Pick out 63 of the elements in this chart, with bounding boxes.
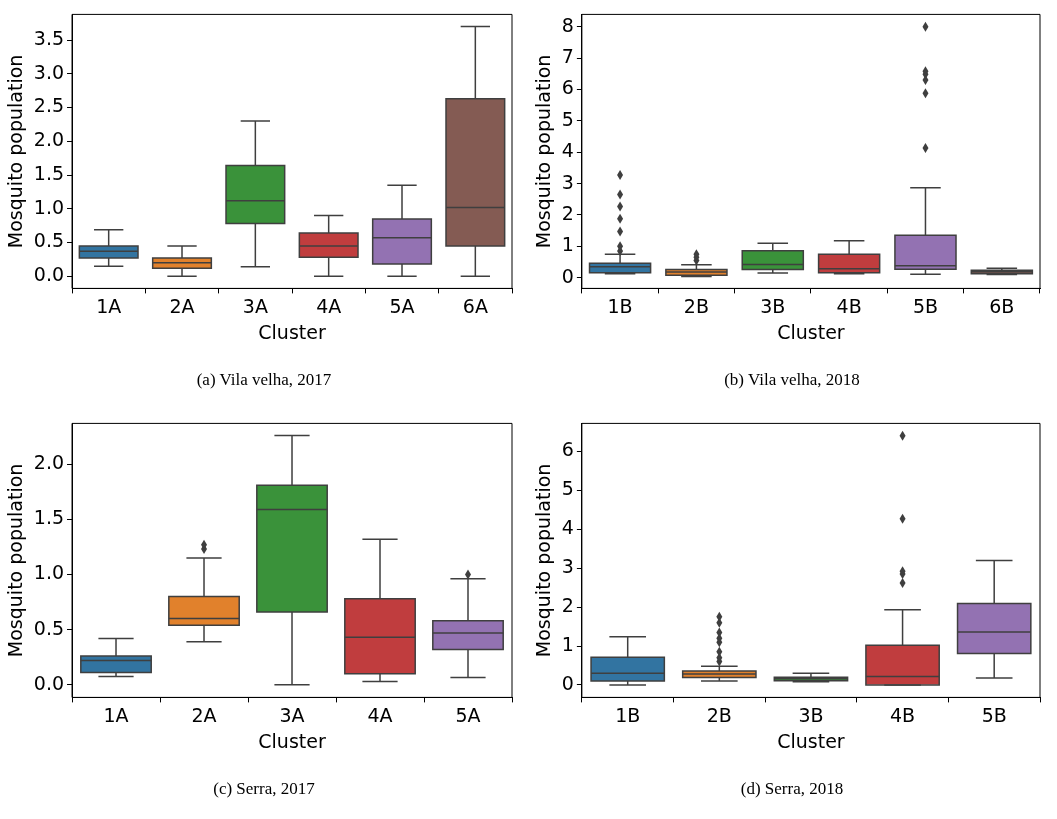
x-tick-label: 2B	[683, 294, 709, 317]
y-tick-label: 7	[561, 44, 574, 67]
y-tick-label: 3	[561, 170, 574, 193]
x-tick-label: 6A	[462, 294, 488, 317]
y-tick-label: 3.0	[33, 60, 65, 83]
y-tick-label: 2.0	[33, 451, 65, 474]
y-tick-label: 1.0	[33, 195, 65, 218]
y-tick-label: 2	[561, 201, 574, 224]
x-tick-label: 2A	[191, 703, 217, 726]
y-tick-label: 0	[561, 264, 574, 287]
y-tick-label: 0	[561, 671, 574, 694]
text: (d) Serra, 2018	[739, 779, 845, 799]
y-axis-title: Mosquito population	[4, 463, 27, 658]
y-tick-label: 5	[561, 107, 574, 130]
y-tick-label: 1	[561, 233, 574, 256]
y-axis-title: Mosquito population	[4, 54, 27, 249]
x-tick-label: 2A	[169, 294, 195, 317]
x-tick-label: 6B	[989, 294, 1015, 317]
y-tick-label: 2.0	[33, 128, 65, 151]
x-axis-title: Cluster	[777, 729, 845, 752]
y-tick-label: 4	[561, 516, 574, 539]
y-tick-label: 1.5	[33, 161, 65, 184]
x-tick-label: 1B	[615, 703, 641, 726]
x-tick-label: 2B	[706, 703, 732, 726]
y-tick-label: 2	[561, 594, 574, 617]
x-axis-title: Cluster	[258, 729, 326, 752]
x-tick-label: 1A	[96, 294, 122, 317]
y-tick-label: 0.0	[33, 671, 65, 694]
y-tick-label: 6	[561, 76, 574, 99]
y-tick-label: 0.5	[33, 616, 65, 639]
y-tick-label: 0.5	[33, 229, 65, 252]
y-tick-label: 3	[561, 555, 574, 578]
x-tick-label: 4A	[367, 703, 393, 726]
y-tick-label: 3.5	[33, 26, 65, 49]
y-tick-label: 6	[561, 438, 574, 461]
x-tick-label: 1A	[103, 703, 129, 726]
y-tick-label: 1.0	[33, 561, 65, 584]
y-tick-label: 2.5	[33, 94, 65, 117]
x-axis-title: Cluster	[777, 320, 845, 343]
x-tick-label: 4A	[316, 294, 342, 317]
y-tick-label: 1	[561, 632, 574, 655]
y-tick-label: 0.0	[33, 263, 65, 286]
text: (b) Vila velha, 2018	[723, 370, 861, 390]
x-tick-label: 3B	[760, 294, 786, 317]
x-tick-label: 5B	[981, 703, 1007, 726]
x-tick-label: 3A	[242, 294, 268, 317]
text: (a) Vila velha, 2017	[195, 370, 333, 390]
y-tick-label: 4	[561, 139, 574, 162]
x-tick-label: 4B	[890, 703, 916, 726]
x-tick-label: 1B	[607, 294, 633, 317]
x-tick-label: 5B	[912, 294, 939, 317]
y-axis-title: Mosquito population	[532, 463, 555, 658]
y-tick-label: 8	[561, 13, 574, 36]
x-tick-label: 3A	[279, 703, 305, 726]
x-axis-title: Cluster	[258, 320, 326, 343]
x-tick-label: 5A	[455, 703, 481, 726]
text: (c) Serra, 2017	[212, 779, 316, 799]
x-tick-label: 3B	[798, 703, 824, 726]
y-tick-label: 5	[561, 477, 574, 500]
y-tick-label: 1.5	[33, 506, 65, 529]
y-axis-title: Mosquito population	[532, 54, 555, 249]
x-tick-label: 5A	[389, 294, 415, 317]
x-tick-label: 4B	[836, 294, 862, 317]
